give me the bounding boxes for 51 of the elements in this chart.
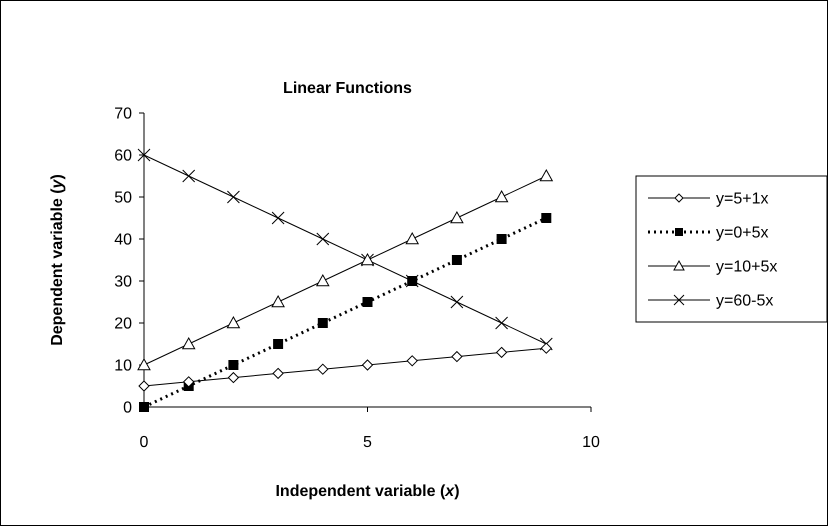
point [540, 170, 553, 182]
point [495, 316, 508, 330]
point [228, 360, 238, 370]
point [317, 364, 328, 375]
point [138, 148, 150, 162]
point [182, 338, 196, 350]
point [183, 376, 194, 388]
point [496, 234, 507, 244]
point [138, 380, 150, 392]
y-tick-label: 50 [114, 190, 132, 207]
y-tick-label: 10 [114, 358, 132, 375]
point [362, 297, 372, 307]
point [226, 316, 240, 328]
point [272, 212, 285, 224]
point [316, 274, 330, 286]
y-tick-label: 30 [114, 274, 132, 291]
legend-label: y=0+5x [716, 224, 768, 242]
point [139, 402, 149, 412]
y-tick-label: 20 [114, 316, 132, 333]
point [541, 213, 552, 223]
point [228, 372, 239, 384]
y-tick-label: 0 [123, 400, 132, 417]
legend-label: y=10+5x [716, 258, 778, 276]
point [451, 351, 462, 362]
x-axis-title: Independent variable (x) [275, 483, 460, 500]
point [406, 232, 419, 244]
y-axis-title: Dependent variable (y) [49, 174, 66, 346]
point [272, 296, 285, 308]
x-tick-label: 10 [582, 434, 600, 451]
y-tick-label: 70 [114, 106, 132, 123]
point [406, 355, 418, 366]
y-tick-label: 40 [114, 232, 132, 249]
chart-title: Linear Functions [283, 80, 412, 97]
point [495, 190, 508, 202]
point [316, 232, 330, 246]
point [318, 318, 328, 328]
y-tick-label: 60 [114, 148, 132, 165]
point [273, 339, 284, 349]
point [452, 255, 462, 265]
point [362, 360, 373, 370]
point [450, 296, 464, 308]
x-tick-label: 0 [140, 434, 149, 451]
point [182, 170, 196, 182]
point [540, 342, 552, 354]
legend-label: y=5+1x [716, 190, 768, 208]
point [272, 368, 284, 379]
legend-label: y=60-5x [716, 292, 774, 310]
x-tick-label: 5 [363, 434, 372, 451]
point [450, 212, 464, 224]
point [496, 346, 508, 358]
point [226, 190, 240, 204]
